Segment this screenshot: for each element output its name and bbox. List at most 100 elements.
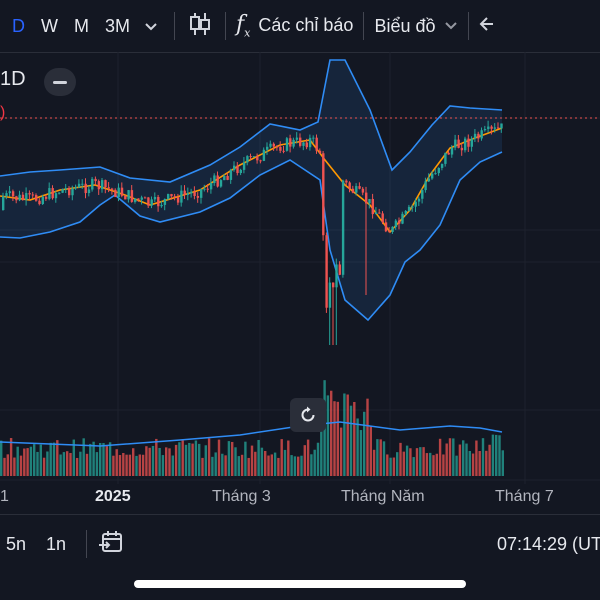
volume-bar [405, 445, 409, 476]
volume-bar [455, 455, 458, 476]
volume-bar [194, 440, 198, 476]
candle-body [193, 191, 196, 197]
volume-bar [415, 448, 419, 476]
candle-body [2, 196, 5, 210]
volume-bar [379, 439, 382, 476]
x-tick: Tháng 7 [495, 488, 554, 505]
candle-body [500, 123, 503, 129]
volume-bar [264, 450, 267, 476]
time-display[interactable]: 07:14:29 (UT [496, 534, 600, 554]
volume-bar [224, 455, 227, 476]
candle-body [180, 190, 183, 203]
volume-bar [432, 455, 435, 476]
volume-bar [82, 438, 85, 476]
volume-bar [330, 390, 333, 476]
timeframe-d[interactable]: D [12, 15, 25, 36]
candle-body [61, 189, 64, 193]
indicators-button[interactable]: fx Các chỉ báo [236, 12, 353, 39]
volume-bar [399, 442, 402, 476]
volume-bar [419, 447, 422, 476]
symbol-label: 1D [0, 68, 26, 90]
candle-body [107, 187, 110, 189]
candle-body [44, 196, 48, 199]
candle-body [348, 182, 351, 189]
candle-body [163, 198, 167, 205]
volume-bar [102, 443, 105, 476]
candle-body [94, 178, 97, 182]
candle-body [378, 212, 381, 214]
timeframe-w[interactable]: W [41, 15, 58, 36]
volume-bar [488, 444, 491, 476]
candle-body [450, 147, 454, 155]
volume-bar [501, 450, 504, 476]
volume-bar [320, 430, 323, 476]
volume-bar [231, 441, 234, 476]
volume-bar [333, 401, 336, 476]
volume-bar [353, 402, 356, 476]
timeframe-m[interactable]: M [74, 15, 89, 36]
volume-bar [118, 455, 122, 476]
chart-type-label: Biểu đồ [374, 15, 436, 36]
volume-bar [250, 445, 254, 476]
reset-chart-button[interactable] [290, 398, 326, 432]
candle-body [51, 188, 54, 199]
candle-body [497, 127, 500, 129]
candles-icon[interactable] [185, 11, 215, 42]
volume-bar [42, 457, 46, 476]
volume-bar [382, 441, 386, 476]
volume-bar [66, 451, 69, 476]
candle-body [21, 194, 25, 200]
candle-body [391, 226, 394, 232]
volume-bar [181, 440, 184, 476]
candle-body [213, 175, 216, 184]
candle-body [239, 169, 242, 174]
candle-body [183, 190, 186, 195]
candle-body [467, 138, 470, 147]
volume-bar [33, 444, 36, 476]
calendar-icon[interactable] [97, 528, 125, 561]
volume-bar [135, 455, 138, 476]
chart-type-button[interactable]: Biểu đồ [374, 16, 457, 37]
candle-body [134, 198, 137, 202]
candle-body [143, 197, 147, 199]
price-chart[interactable] [0, 52, 600, 514]
volume-bar [168, 448, 171, 476]
candle-body [305, 142, 308, 148]
candle-body [401, 213, 404, 224]
x-tick: Tháng Năm [341, 488, 425, 505]
volume-bar [376, 439, 379, 476]
x-tick: Tháng 3 [212, 488, 271, 505]
candle-body [153, 196, 157, 200]
volume-bar [343, 393, 346, 476]
timeframe-3m[interactable]: 3M [105, 15, 131, 36]
range-1n-button[interactable]: 1n [46, 533, 67, 554]
volume-bar [56, 440, 59, 476]
candle-body [322, 153, 325, 236]
candle-body [127, 190, 130, 200]
range-5n-button[interactable]: 5n [6, 533, 27, 554]
x-tick: 1 [0, 488, 9, 505]
volume-bar [204, 445, 207, 476]
reset-icon [301, 406, 315, 422]
candle-body [54, 193, 58, 199]
collapse-legend-button[interactable] [44, 68, 76, 96]
candle-body [170, 194, 173, 197]
volume-bar [39, 444, 42, 476]
candle-body [335, 264, 338, 288]
volume-bar [429, 452, 432, 476]
candle-body [440, 163, 444, 168]
volume-bar [132, 448, 135, 476]
volume-bar [161, 455, 165, 476]
candle-body [473, 133, 477, 139]
divider [174, 12, 176, 40]
timeframe-dropdown-icon[interactable] [138, 16, 164, 37]
candle-body [487, 126, 490, 130]
volume-bar [389, 457, 392, 476]
arrow-left-icon[interactable] [479, 14, 493, 39]
candle-body [480, 130, 483, 139]
candle-body [28, 193, 31, 195]
volume-bar [184, 444, 188, 476]
candle-body [427, 178, 431, 182]
candle-body [454, 139, 457, 148]
volume-bar [237, 456, 240, 476]
